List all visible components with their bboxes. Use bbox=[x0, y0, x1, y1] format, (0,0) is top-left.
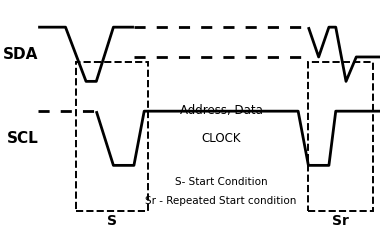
Bar bbox=[308, 62, 373, 211]
Text: Sr: Sr bbox=[332, 214, 349, 228]
Bar bbox=[76, 62, 147, 211]
Text: SCL: SCL bbox=[7, 131, 38, 146]
Text: Address, Data: Address, Data bbox=[180, 104, 263, 117]
Text: S- Start Condition: S- Start Condition bbox=[175, 177, 267, 187]
Text: S: S bbox=[107, 214, 117, 228]
Text: Sr - Repeated Start condition: Sr - Repeated Start condition bbox=[146, 196, 297, 206]
Text: SDA: SDA bbox=[3, 47, 38, 62]
Text: CLOCK: CLOCK bbox=[201, 132, 241, 145]
